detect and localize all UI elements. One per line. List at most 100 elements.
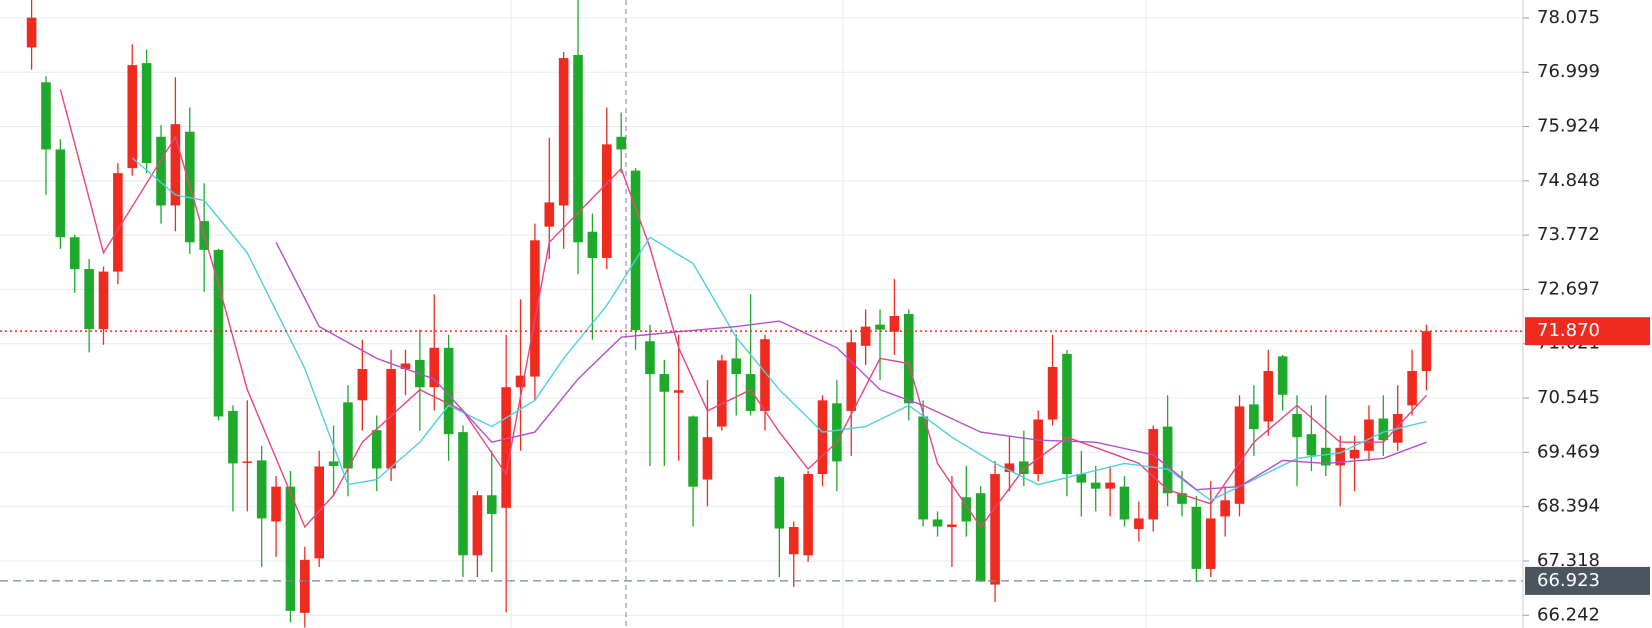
candle-body	[875, 324, 885, 330]
candle-body	[1205, 518, 1216, 569]
candle-body	[429, 347, 440, 388]
candle-body	[1134, 518, 1144, 530]
candle-body	[788, 527, 799, 555]
candle-body	[1019, 461, 1029, 475]
candle-body	[990, 474, 1000, 585]
candle-body	[1105, 482, 1115, 489]
candle-body	[1234, 406, 1245, 504]
candle-body	[932, 519, 943, 527]
ref-price-label: 66.923	[1537, 570, 1600, 591]
candle-body	[55, 149, 66, 238]
candle-body	[1148, 429, 1159, 520]
candle-body	[860, 326, 871, 346]
last-price-box	[1525, 317, 1650, 346]
candle-body	[918, 416, 928, 520]
candle-body	[328, 461, 339, 466]
candle-body	[1220, 500, 1230, 517]
candle-body	[443, 347, 454, 435]
plot	[0, 0, 1523, 628]
candle-body	[242, 461, 253, 463]
candle-body	[975, 493, 986, 582]
candle-body	[1076, 474, 1087, 483]
candle-body	[84, 269, 94, 330]
candle-body	[1292, 413, 1302, 438]
y-tick-label: 73.772	[1537, 224, 1600, 245]
y-tick-label: 69.469	[1537, 441, 1600, 462]
candle-body	[889, 316, 900, 332]
candle-body	[300, 559, 310, 613]
y-tick-label: 75.924	[1537, 116, 1600, 137]
candle-body	[1321, 447, 1331, 466]
candle-body	[26, 17, 37, 48]
candle-body	[458, 432, 468, 556]
y-tick-label: 72.697	[1537, 278, 1600, 299]
candle-body	[98, 271, 109, 330]
ma-line	[59, 89, 1428, 529]
candle-body	[314, 466, 324, 559]
candle-body	[947, 524, 957, 528]
candle-body	[1277, 356, 1288, 395]
candle-body	[573, 55, 583, 243]
candle-body	[630, 170, 641, 331]
candle-body	[587, 231, 598, 258]
y-tick-label: 74.848	[1537, 170, 1600, 191]
candle-body	[141, 63, 152, 164]
candle-body	[1335, 447, 1345, 466]
candle-body	[69, 237, 80, 270]
y-tick-label: 70.545	[1537, 387, 1600, 408]
candle-body	[1119, 486, 1130, 520]
candle-body	[1421, 331, 1432, 372]
candle-body	[832, 403, 842, 462]
candle-body	[127, 65, 138, 169]
candle-body	[803, 474, 813, 556]
candle-body	[961, 497, 972, 522]
candle-body	[256, 460, 267, 519]
ma-line	[275, 241, 1427, 491]
candle-body	[702, 437, 713, 480]
candle-body	[113, 173, 123, 272]
candle-body	[1249, 404, 1259, 430]
candle-body	[616, 136, 626, 150]
candle-body	[1306, 434, 1317, 456]
candle-body	[1349, 449, 1360, 459]
y-tick-label: 66.242	[1537, 604, 1600, 625]
candle-body	[1090, 482, 1101, 489]
candle-body	[1004, 463, 1015, 473]
candle-body	[745, 374, 756, 411]
candle-body	[1407, 371, 1417, 406]
candle-body	[357, 369, 368, 401]
candle-body	[1033, 419, 1043, 475]
candle-body	[774, 477, 785, 529]
candle-body	[271, 486, 281, 522]
candle-body	[170, 124, 181, 206]
candle-body	[731, 358, 742, 375]
candle-body	[386, 369, 396, 469]
candle-body	[400, 363, 411, 370]
candle-body	[760, 339, 770, 411]
candle-body	[602, 144, 612, 258]
candle-body	[1047, 367, 1058, 420]
candle-body	[673, 390, 684, 393]
y-axis: 78.07576.99975.92474.84873.77272.69771.6…	[1523, 7, 1650, 625]
candle-body	[486, 495, 497, 514]
candle-body	[817, 400, 828, 475]
candle-body	[544, 202, 555, 227]
candle-body	[515, 375, 526, 388]
y-tick-label: 76.999	[1537, 61, 1600, 82]
candle-body	[688, 416, 698, 487]
candle-body	[41, 82, 51, 150]
candle-body	[371, 430, 382, 469]
candle-body	[213, 249, 224, 417]
candle-body	[285, 486, 296, 611]
candle-body	[645, 341, 655, 375]
last-price-label: 71.870	[1537, 320, 1600, 341]
grid	[0, 17, 1523, 616]
candle-body	[717, 360, 727, 427]
candle-body	[501, 387, 511, 508]
candle-body	[343, 402, 353, 469]
candle-body	[1378, 418, 1389, 441]
candle-body	[1191, 506, 1202, 569]
ref-price-box	[1525, 566, 1650, 595]
candle-body	[228, 410, 238, 464]
